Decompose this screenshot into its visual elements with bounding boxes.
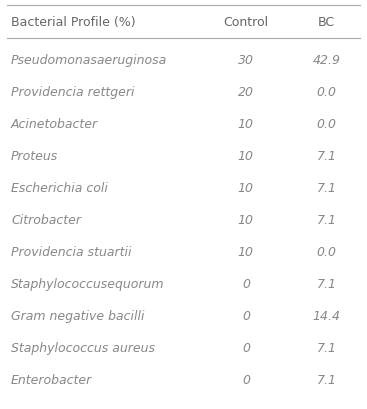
Text: Pseudomonasaeruginosa: Pseudomonasaeruginosa (11, 54, 167, 67)
Text: 7.1: 7.1 (317, 181, 337, 194)
Text: 10: 10 (238, 213, 254, 226)
Text: 0: 0 (242, 277, 250, 290)
Text: 7.1: 7.1 (317, 277, 337, 290)
Text: 0: 0 (242, 309, 250, 322)
Text: Bacterial Profile (%): Bacterial Profile (%) (11, 16, 136, 29)
Text: 7.1: 7.1 (317, 341, 337, 354)
Text: Acinetobacter: Acinetobacter (11, 117, 98, 130)
Text: 0: 0 (242, 341, 250, 354)
Text: 10: 10 (238, 181, 254, 194)
Text: 0.0: 0.0 (317, 85, 337, 99)
Text: 10: 10 (238, 149, 254, 162)
Text: Staphylococcusequorum: Staphylococcusequorum (11, 277, 164, 290)
Text: Enterobacter: Enterobacter (11, 373, 92, 386)
Text: 14.4: 14.4 (313, 309, 341, 322)
Text: 7.1: 7.1 (317, 373, 337, 386)
Text: Staphylococcus aureus: Staphylococcus aureus (11, 341, 155, 354)
Text: 7.1: 7.1 (317, 213, 337, 226)
Text: Providencia stuartii: Providencia stuartii (11, 245, 131, 258)
Text: Control: Control (224, 16, 268, 29)
Text: Providencia rettgeri: Providencia rettgeri (11, 85, 135, 99)
Text: 10: 10 (238, 245, 254, 258)
Text: Escherichia coli: Escherichia coli (11, 181, 108, 194)
Text: 30: 30 (238, 54, 254, 67)
Text: Citrobacter: Citrobacter (11, 213, 81, 226)
Text: 7.1: 7.1 (317, 149, 337, 162)
Text: 42.9: 42.9 (313, 54, 341, 67)
Text: 20: 20 (238, 85, 254, 99)
Text: 0: 0 (242, 373, 250, 386)
Text: BC: BC (318, 16, 335, 29)
Text: 0.0: 0.0 (317, 245, 337, 258)
Text: Gram negative bacilli: Gram negative bacilli (11, 309, 145, 322)
Text: 0.0: 0.0 (317, 117, 337, 130)
Text: 10: 10 (238, 117, 254, 130)
Text: Proteus: Proteus (11, 149, 58, 162)
